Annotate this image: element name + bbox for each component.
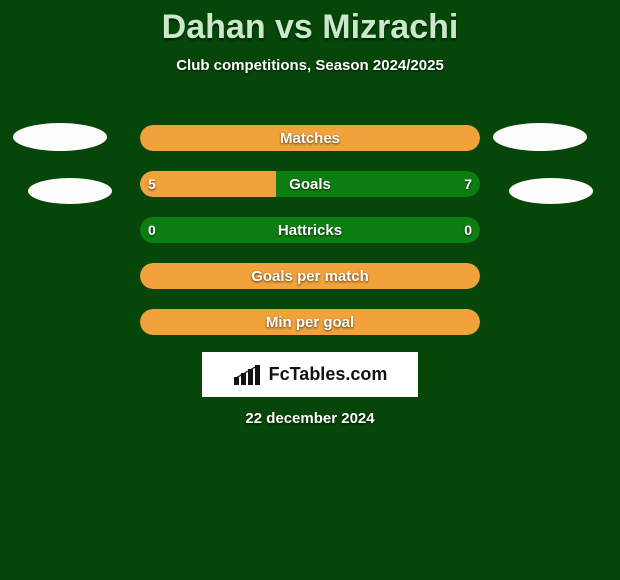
player-right-photo-outer xyxy=(493,123,587,151)
stat-row-label: Matches xyxy=(140,125,480,151)
stat-row-label: Hattricks xyxy=(140,217,480,243)
stat-row-value-left: 5 xyxy=(140,171,164,197)
page-subtitle: Club competitions, Season 2024/2025 xyxy=(0,57,620,74)
stat-row-value-right: 0 xyxy=(456,217,480,243)
stat-row: Matches xyxy=(140,125,480,151)
stat-row: Goals per match xyxy=(140,263,480,289)
stat-row: Goals5 7 xyxy=(140,171,480,197)
stat-row-label: Goals per match xyxy=(140,263,480,289)
player-left-photo-inner xyxy=(28,178,112,204)
stat-row-label: Min per goal xyxy=(140,309,480,335)
stat-row-value-right: 7 xyxy=(456,171,480,197)
stat-rows: Matches Goals5 7 Hattricks0 0 Goals per match… xyxy=(140,125,480,355)
page-title: Dahan vs Mizrachi xyxy=(0,0,620,47)
player-right-photo-inner xyxy=(509,178,593,204)
stat-row-value-left: 0 xyxy=(140,217,164,243)
stat-row: Hattricks0 0 xyxy=(140,217,480,243)
stat-row-label: Goals xyxy=(140,171,480,197)
player-left-photo-outer xyxy=(13,123,107,151)
bars-icon xyxy=(233,363,263,387)
date-text: 22 december 2024 xyxy=(0,410,620,427)
stat-row: Min per goal xyxy=(140,309,480,335)
branding-text: FcTables.com xyxy=(269,364,388,385)
branding-badge: FcTables.com xyxy=(202,352,418,397)
